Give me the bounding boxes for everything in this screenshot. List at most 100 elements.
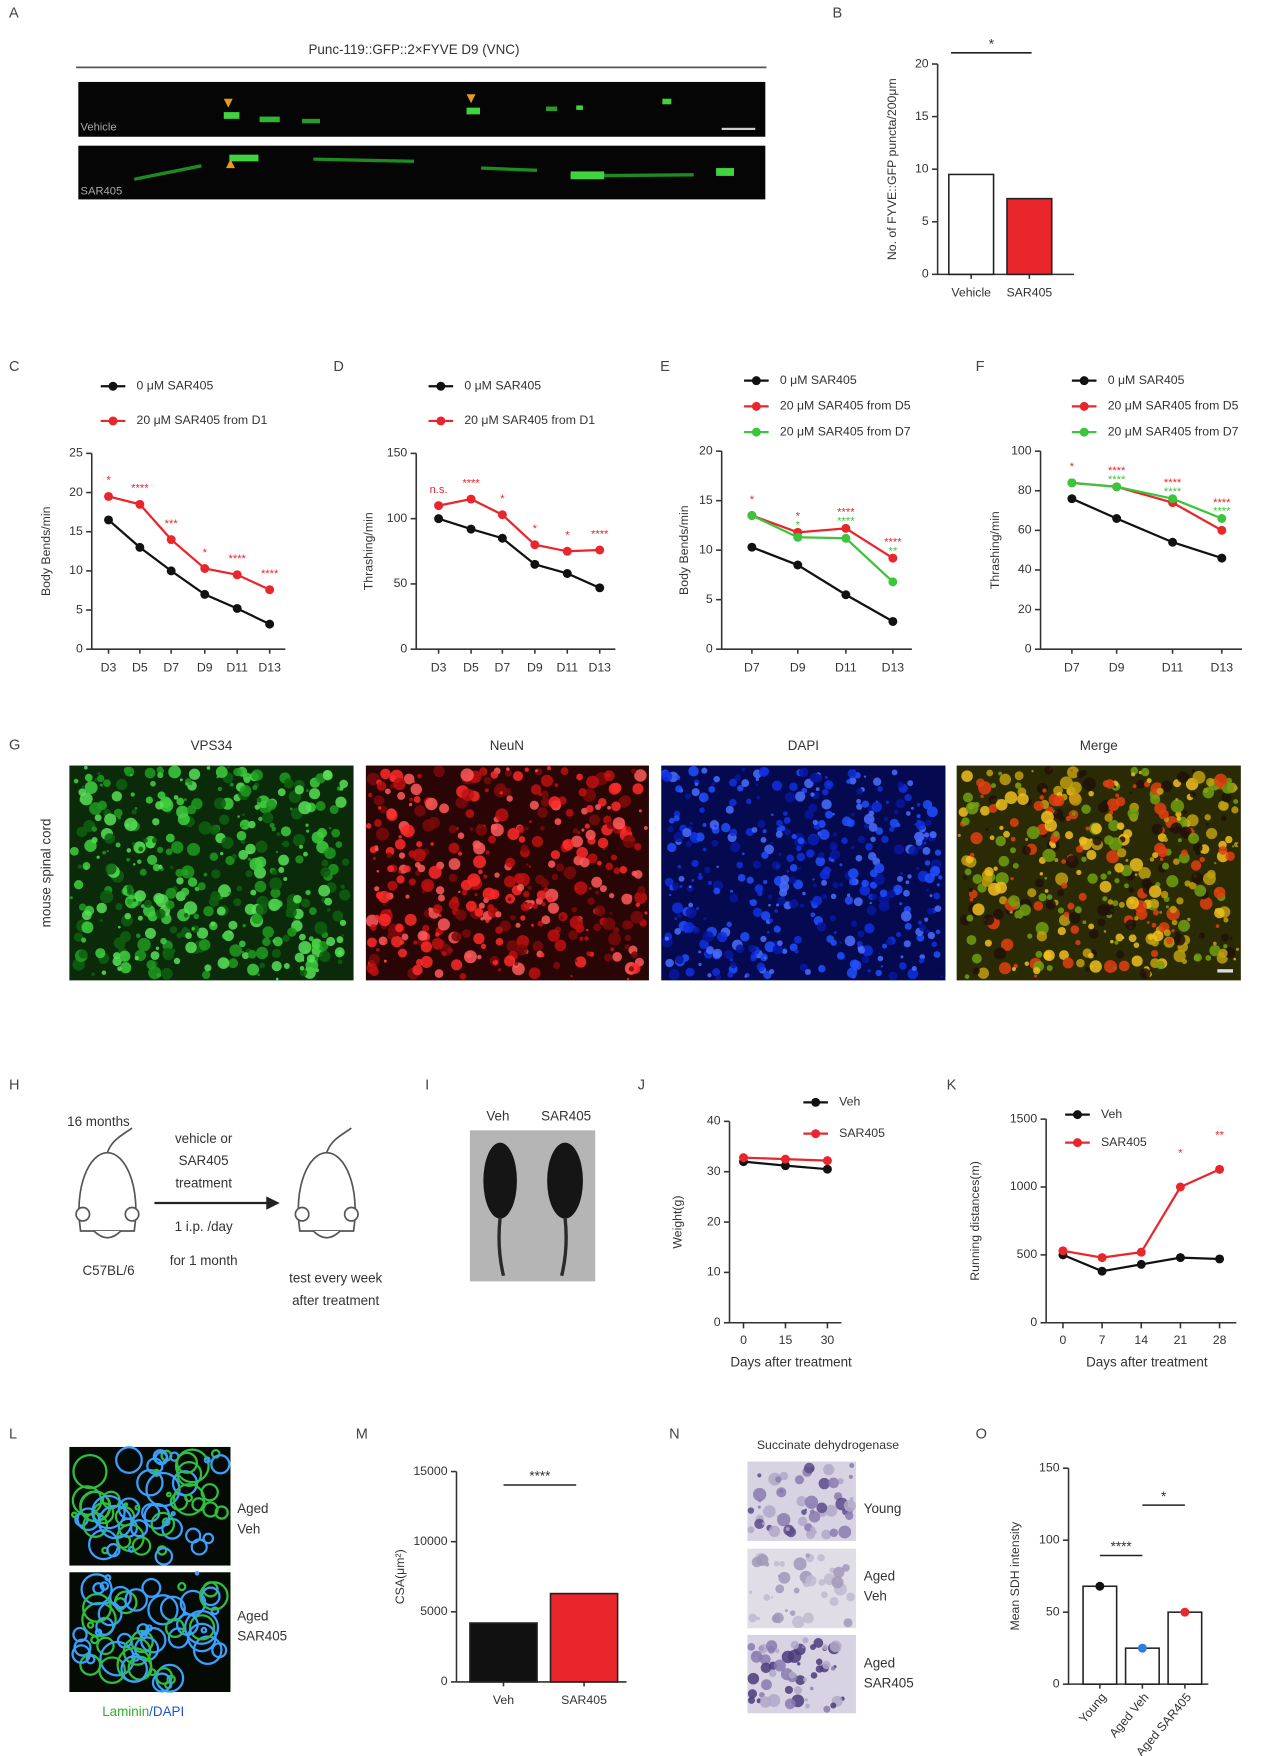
micrograph-spot (999, 773, 1012, 786)
legend-label: 0 μM SAR405 (137, 379, 214, 393)
y-tick-label: 0 (76, 641, 83, 655)
micrograph-spot (483, 776, 492, 785)
micrograph-spot (685, 967, 695, 977)
micrograph-spot (134, 956, 139, 961)
micrograph-spot (624, 934, 631, 942)
row-label: Veh (864, 1588, 887, 1603)
micrograph-spot (155, 908, 166, 919)
micrograph-spot (372, 856, 376, 860)
y-axis-label: Body Bends/min (39, 506, 53, 596)
legend-marker (1079, 376, 1089, 386)
x-tick-label: 0 (1060, 1333, 1067, 1347)
micrograph-spot (767, 894, 773, 899)
micrograph-spot (872, 777, 882, 786)
micrograph-spot (332, 910, 344, 922)
micrograph-spot (972, 874, 983, 884)
micrograph-spot (187, 1622, 217, 1653)
micrograph-spot (147, 854, 158, 865)
micrograph-spot (376, 948, 380, 952)
micrograph-spot (99, 918, 103, 923)
micrograph-spot (1104, 813, 1113, 822)
micrograph-spot (299, 844, 304, 849)
micrograph-spot (764, 941, 776, 953)
micrograph-spot (969, 897, 974, 902)
micrograph-spot (113, 952, 121, 960)
micrograph-spot (119, 950, 131, 962)
micrograph-spot (398, 835, 402, 839)
micrograph-spot (1176, 897, 1184, 905)
micrograph-spot (1024, 961, 1030, 966)
row-label: Young (864, 1501, 902, 1516)
micrograph-spot (983, 914, 995, 926)
micrograph-spot (213, 797, 226, 810)
micrograph-spot (211, 869, 221, 879)
y-tick-label: 20 (915, 56, 929, 70)
micrograph-spot (935, 929, 941, 935)
micrograph-spot (668, 969, 680, 980)
micrograph-spot (335, 841, 343, 848)
y-axis-label: Body Bends/min (677, 505, 691, 595)
micrograph-spot (1098, 801, 1109, 813)
micrograph-spot (644, 911, 648, 915)
micrograph (747, 1634, 856, 1714)
micrograph-spot (841, 837, 848, 844)
micrograph-spot (917, 920, 923, 925)
micrograph-spot (761, 851, 769, 859)
micrograph-spot (1009, 847, 1017, 854)
micrograph-spot (380, 768, 391, 780)
micrograph-spot (294, 952, 305, 963)
micrograph-spot (631, 951, 639, 959)
micrograph-spot (416, 841, 423, 848)
diagram-text: test every week (289, 1271, 382, 1286)
micrograph-spot (417, 864, 426, 873)
micrograph-spot (793, 1686, 803, 1695)
micrograph-spot (239, 785, 252, 797)
micrograph-spot (918, 957, 925, 964)
micrograph-spot (1027, 888, 1037, 898)
micrograph-spot (506, 940, 519, 953)
panel-letter: B (832, 6, 842, 22)
legend-label: 20 μM SAR405 from D1 (464, 413, 595, 427)
micrograph-spot (878, 900, 890, 912)
micrograph-spot (1214, 861, 1217, 865)
micrograph-spot (365, 823, 372, 829)
micrograph-spot (185, 782, 189, 786)
micrograph-spot (397, 948, 407, 958)
micrograph-spot (458, 890, 461, 894)
row-label: Veh (237, 1521, 260, 1536)
micrograph-spot (126, 857, 130, 862)
micrograph-spot (247, 820, 256, 829)
micrograph-spot (262, 926, 274, 938)
legend-label: 20 μM SAR405 from D7 (1108, 424, 1239, 438)
micrograph-spot (848, 776, 857, 785)
micrograph-spot (1031, 770, 1034, 773)
micrograph-spot (730, 962, 737, 969)
micrograph-spot (1114, 940, 1119, 945)
micrograph-spot (1159, 857, 1164, 861)
micrograph-spot (417, 930, 428, 941)
micrograph-spot (439, 803, 450, 814)
micrograph-spot (1215, 924, 1220, 928)
micrograph-spot (474, 893, 478, 897)
micrograph-spot (971, 953, 982, 964)
x-tick-label: D5 (132, 660, 148, 674)
micrograph-spot (148, 966, 162, 980)
mouse-icon (75, 1127, 140, 1239)
micrograph-spot (257, 973, 261, 977)
micrograph-spot (729, 828, 738, 837)
micrograph-spot (262, 812, 274, 824)
micrograph-spot (1192, 770, 1206, 784)
micrograph-spot (668, 893, 672, 897)
x-tick-label: SAR405 (561, 1693, 607, 1707)
micrograph-spot (808, 803, 818, 813)
micrograph-spot (368, 954, 380, 966)
micrograph-spot (315, 800, 326, 811)
series-line (751, 514, 894, 583)
micrograph-spot (494, 872, 500, 878)
micrograph-spot (737, 784, 744, 792)
micrograph-spot (104, 833, 116, 844)
micrograph-spot (327, 863, 339, 875)
micrograph-spot (1088, 923, 1095, 930)
micrograph-spot (813, 883, 817, 888)
micrograph-spot (777, 896, 786, 906)
